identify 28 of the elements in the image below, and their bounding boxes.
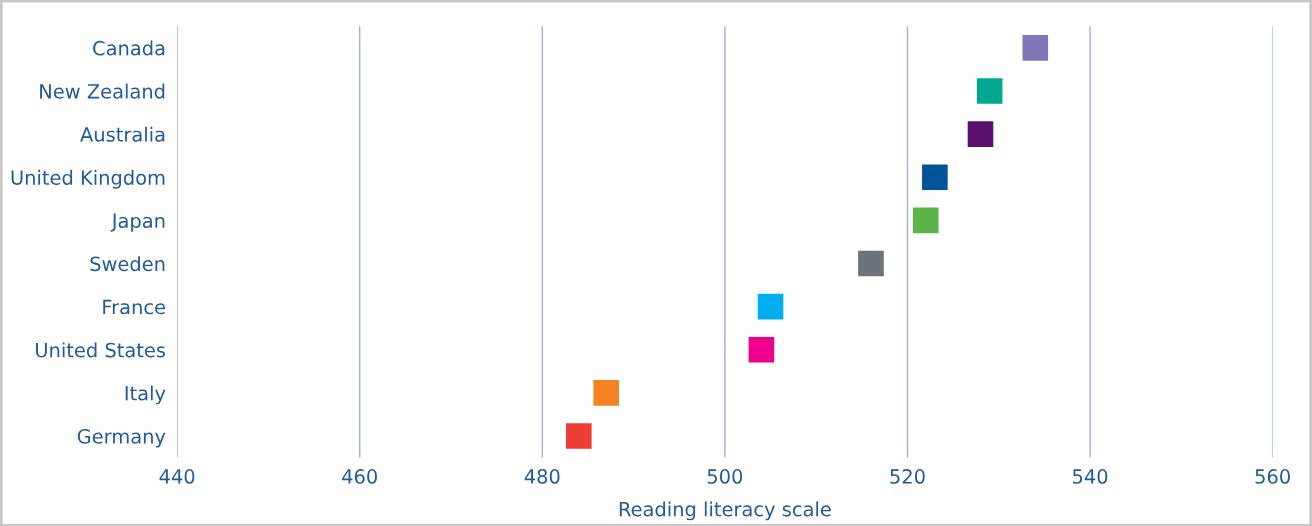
- y-tick-label: New Zealand: [40, 83, 165, 99]
- y-tick-label: Sweden: [90, 256, 165, 272]
- point: [976, 78, 1003, 104]
- point: [858, 250, 884, 277]
- y-tick-label: Japan: [110, 213, 165, 232]
- point: [566, 423, 592, 449]
- x-axis-title: Reading literacy scale: [619, 501, 831, 521]
- x-tick-label: 460: [342, 469, 377, 484]
- x-tick-label: 560: [1255, 469, 1290, 484]
- x-tick-label: 520: [890, 469, 925, 484]
- point: [748, 336, 775, 363]
- point: [593, 380, 619, 406]
- y-tick-label: Canada: [93, 40, 165, 56]
- point: [922, 164, 948, 191]
- point: [1022, 35, 1049, 61]
- y-tick-label: Australia: [80, 126, 165, 142]
- point: [757, 293, 784, 320]
- x-tick-label: 440: [159, 469, 195, 484]
- y-tick-label: Germany: [77, 429, 166, 448]
- y-tick-label: France: [103, 299, 165, 315]
- x-tick-label: 500: [707, 469, 743, 484]
- y-tick-label: Italy: [125, 385, 166, 405]
- x-tick-label: 540: [1073, 469, 1108, 484]
- point: [912, 207, 939, 234]
- y-tick-label: United Kingdom: [11, 169, 165, 189]
- y-tick-label: United States: [36, 342, 166, 358]
- point: [967, 121, 994, 147]
- x-tick-label: 480: [524, 469, 560, 484]
